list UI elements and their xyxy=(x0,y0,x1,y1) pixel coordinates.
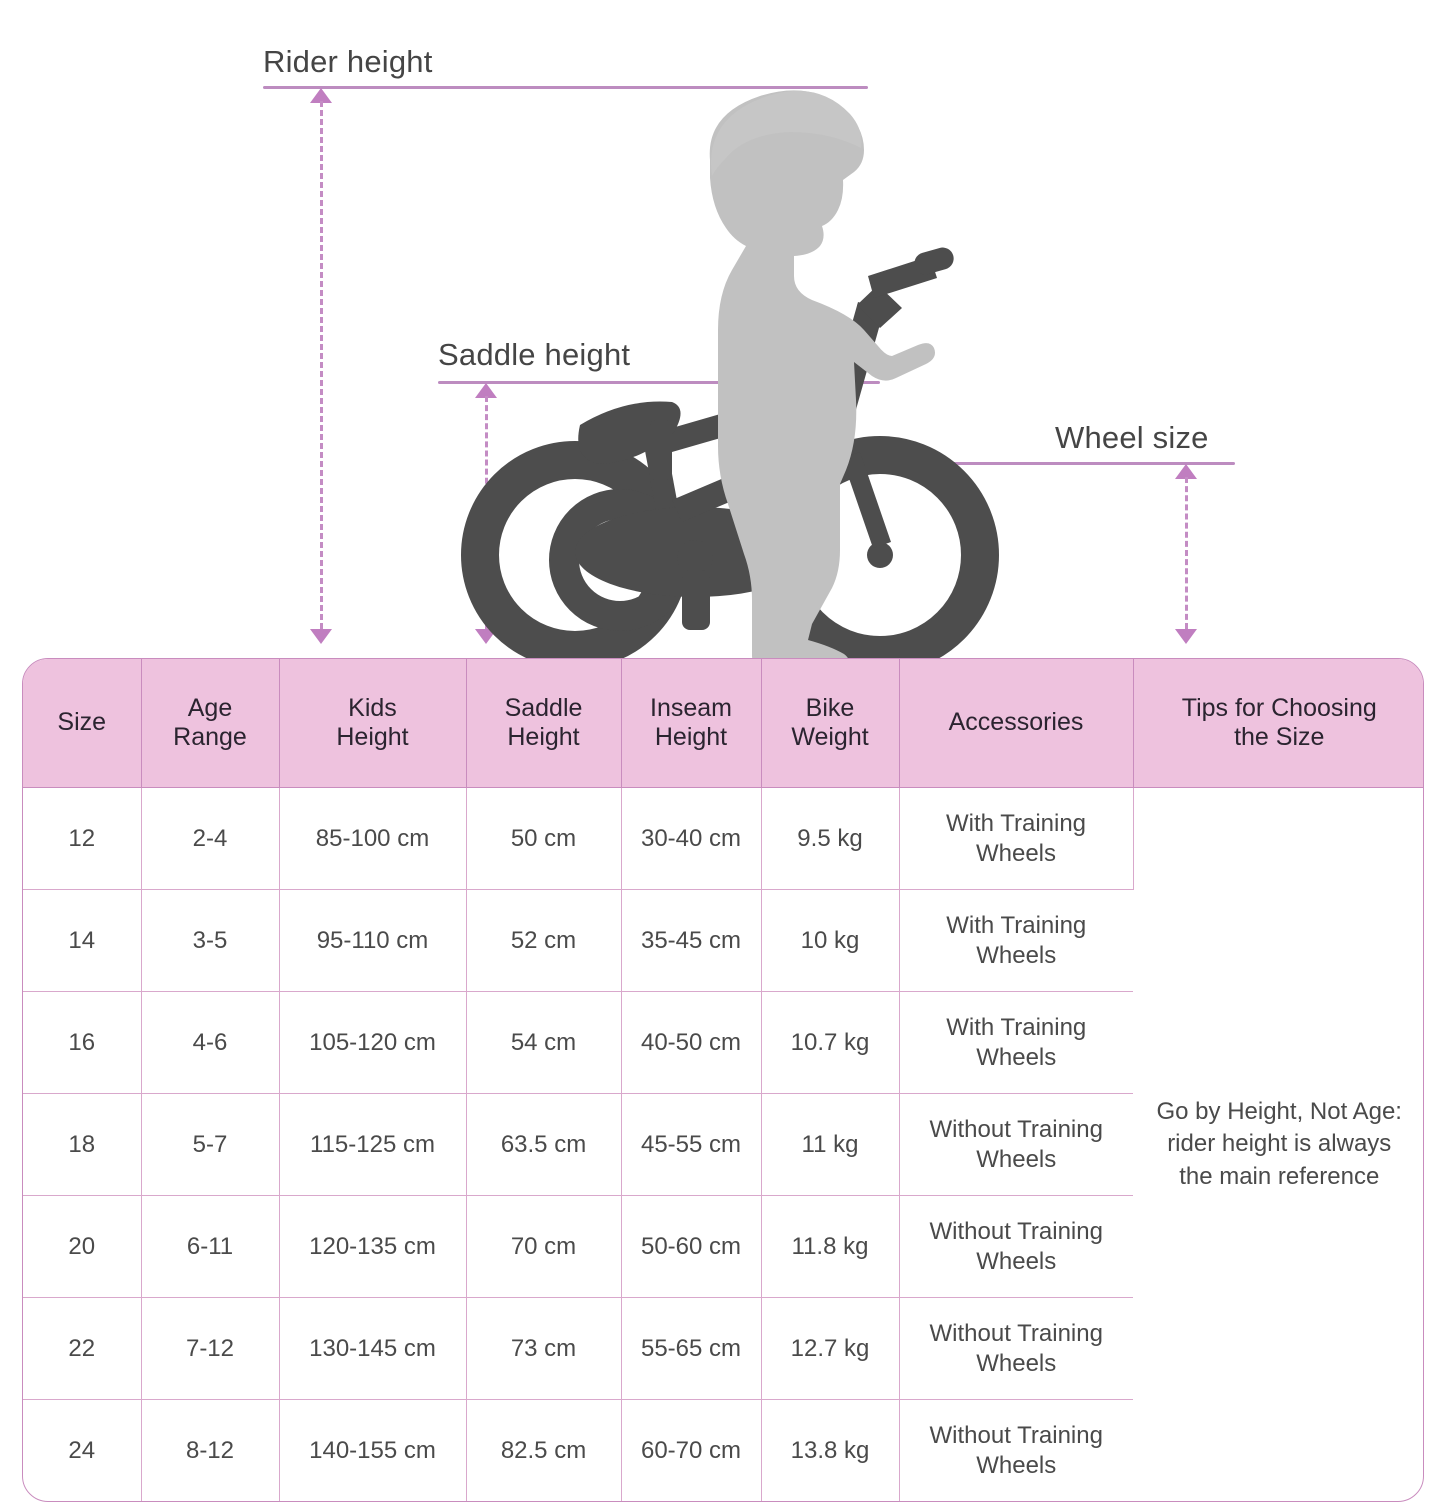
arrow-down-icon xyxy=(475,629,497,644)
cell-bike-weight: 12.7 kg xyxy=(761,1297,900,1400)
cell-accessories: With Training Wheels xyxy=(899,787,1134,890)
cell-age-range: 3-5 xyxy=(141,889,280,992)
cell-saddle-height: 50 cm xyxy=(466,787,622,890)
cell-size: 16 xyxy=(23,991,142,1094)
cell-bike-weight: 10.7 kg xyxy=(761,991,900,1094)
cell-size: 24 xyxy=(23,1399,142,1501)
column-header-kids-height: Kids Height xyxy=(279,659,467,788)
wheel-size-line xyxy=(930,462,1235,465)
column-header-size: Size xyxy=(23,659,142,788)
cell-age-range: 4-6 xyxy=(141,991,280,1094)
cell-inseam-height: 40-50 cm xyxy=(621,991,762,1094)
cell-tips: Go by Height, Not Age: rider height is a… xyxy=(1133,787,1423,1501)
table-row: 14 3-5 95-110 cm 52 cm 35-45 cm 10 kg Wi… xyxy=(23,889,1423,992)
cell-kids-height: 130-145 cm xyxy=(279,1297,467,1400)
arrow-down-icon xyxy=(1175,629,1197,644)
table-header-row: Size Age Range Kids Height Saddle Height xyxy=(23,659,1423,788)
arrow-up-icon xyxy=(310,88,332,103)
cell-size: 12 xyxy=(23,787,142,890)
cell-accessories: Without Training Wheels xyxy=(899,1399,1133,1501)
cell-inseam-height: 35-45 cm xyxy=(621,889,762,992)
cell-accessories: With Training Wheels xyxy=(899,991,1133,1094)
column-header-inseam-height: Inseam Height xyxy=(621,659,762,788)
rider-height-label: Rider height xyxy=(263,44,433,79)
column-header-saddle-height: Saddle Height xyxy=(466,659,622,788)
cell-bike-weight: 13.8 kg xyxy=(761,1399,900,1501)
saddle-height-line xyxy=(438,381,880,384)
child-with-bicycle-illustration xyxy=(461,90,999,660)
cell-saddle-height: 70 cm xyxy=(466,1195,622,1298)
cell-saddle-height: 63.5 cm xyxy=(466,1093,622,1196)
arrow-up-icon xyxy=(1175,464,1197,479)
cell-kids-height: 85-100 cm xyxy=(279,787,467,890)
cell-kids-height: 115-125 cm xyxy=(279,1093,467,1196)
cell-saddle-height: 82.5 cm xyxy=(466,1399,622,1501)
table-row: 22 7-12 130-145 cm 73 cm 55-65 cm 12.7 k… xyxy=(23,1297,1423,1400)
column-header-age-range: Age Range xyxy=(141,659,280,788)
cell-saddle-height: 52 cm xyxy=(466,889,622,992)
cell-kids-height: 120-135 cm xyxy=(279,1195,467,1298)
cell-kids-height: 105-120 cm xyxy=(279,991,467,1094)
cell-accessories: Without Training Wheels xyxy=(899,1093,1133,1196)
table-row: 16 4-6 105-120 cm 54 cm 40-50 cm 10.7 kg… xyxy=(23,991,1423,1094)
cell-age-range: 7-12 xyxy=(141,1297,280,1400)
cell-inseam-height: 55-65 cm xyxy=(621,1297,762,1400)
cell-accessories: Without Training Wheels xyxy=(899,1297,1133,1400)
wheel-size-label: Wheel size xyxy=(1055,420,1209,455)
bike-size-table: Size Age Range Kids Height Saddle Height xyxy=(22,658,1424,1502)
cell-saddle-height: 54 cm xyxy=(466,991,622,1094)
cell-kids-height: 95-110 cm xyxy=(279,889,467,992)
cell-age-range: 8-12 xyxy=(141,1399,280,1501)
cell-size: 20 xyxy=(23,1195,142,1298)
cell-inseam-height: 30-40 cm xyxy=(621,787,762,890)
cell-accessories: Without Training Wheels xyxy=(899,1195,1133,1298)
cell-bike-weight: 11 kg xyxy=(761,1093,900,1196)
size-chart-table: Size Age Range Kids Height Saddle Height xyxy=(23,659,1423,1501)
arrow-up-icon xyxy=(475,383,497,398)
arrow-down-icon xyxy=(310,629,332,644)
cell-age-range: 6-11 xyxy=(141,1195,280,1298)
rider-height-line xyxy=(263,86,868,89)
wheel-size-guide-line xyxy=(1185,477,1188,629)
cell-bike-weight: 10 kg xyxy=(761,889,900,992)
cell-size: 14 xyxy=(23,889,142,992)
column-header-bike-weight: Bike Weight xyxy=(761,659,900,788)
cell-inseam-height: 45-55 cm xyxy=(621,1093,762,1196)
column-header-tips: Tips for Choosing the Size xyxy=(1133,659,1423,788)
cell-saddle-height: 73 cm xyxy=(466,1297,622,1400)
cell-bike-weight: 9.5 kg xyxy=(761,787,900,890)
cell-accessories: With Training Wheels xyxy=(899,889,1133,992)
cell-age-range: 2-4 xyxy=(141,787,280,890)
cell-kids-height: 140-155 cm xyxy=(279,1399,467,1501)
cell-size: 18 xyxy=(23,1093,142,1196)
table-row: 20 6-11 120-135 cm 70 cm 50-60 cm 11.8 k… xyxy=(23,1195,1423,1298)
bike-sizing-diagram: Rider height Saddle height Wheel size xyxy=(0,0,1445,660)
saddle-height-label: Saddle height xyxy=(438,337,631,372)
column-header-accessories: Accessories xyxy=(899,659,1134,788)
table-row: 12 2-4 85-100 cm 50 cm 30-40 cm 9.5 kg W… xyxy=(23,787,1423,1501)
child-silhouette-icon xyxy=(709,90,935,660)
rider-height-guide-line xyxy=(320,101,323,629)
cell-size: 22 xyxy=(23,1297,142,1400)
cell-inseam-height: 50-60 cm xyxy=(621,1195,762,1298)
cell-bike-weight: 11.8 kg xyxy=(761,1195,900,1298)
cell-inseam-height: 60-70 cm xyxy=(621,1399,762,1501)
table-row: 18 5-7 115-125 cm 63.5 cm 45-55 cm 11 kg… xyxy=(23,1093,1423,1196)
cell-age-range: 5-7 xyxy=(141,1093,280,1196)
